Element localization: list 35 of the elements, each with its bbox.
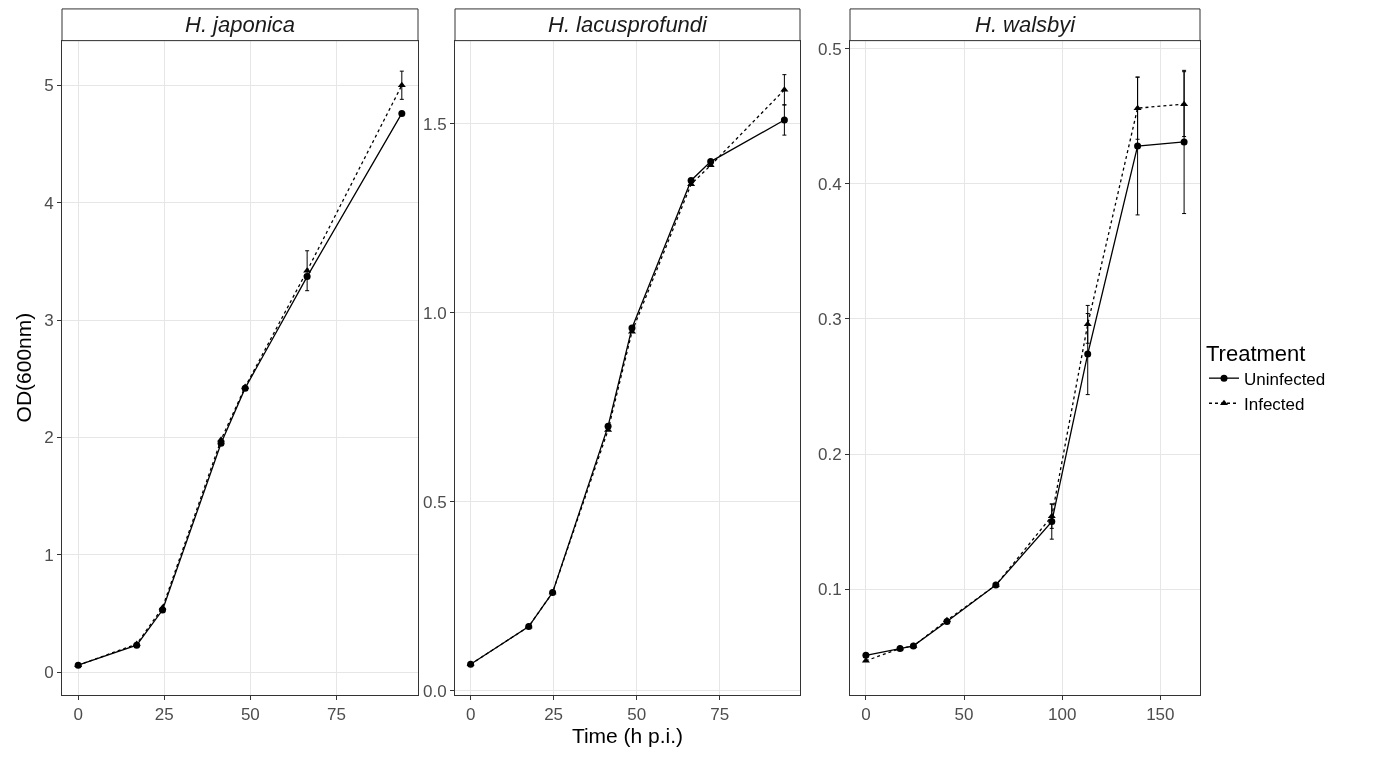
- y-tick-label: 0.5: [817, 39, 842, 59]
- y-tick-label: 0.2: [817, 445, 842, 464]
- x-tick-label: 50: [627, 704, 647, 724]
- legend-label: Uninfected: [1244, 369, 1326, 389]
- x-tick-label: 50: [240, 704, 260, 724]
- x-tick-label: 0: [861, 704, 871, 724]
- x-axis-title: Time (h p.i.): [571, 723, 684, 747]
- y-tick-label: 1.0: [422, 303, 447, 323]
- x-tick-label: 50: [954, 704, 974, 724]
- y-tick-label: 4: [44, 193, 54, 213]
- y-tick-label: 1.5: [422, 114, 447, 134]
- chart-title: H. japonica: [185, 12, 296, 37]
- y-tick-label: 1: [44, 545, 54, 565]
- x-tick-label: 0: [465, 704, 476, 724]
- y-tick-label: 0.1: [817, 580, 842, 600]
- x-tick-label: 75: [710, 704, 730, 724]
- x-tick-label: 25: [544, 704, 564, 724]
- x-tick-label: 25: [154, 704, 174, 724]
- chart-title: H. walsbyi: [975, 12, 1077, 37]
- y-tick-label: 2: [44, 428, 54, 448]
- y-axis-title: OD(600nm): [12, 312, 36, 423]
- chart-title: H. lacusprofundi: [548, 12, 709, 37]
- y-tick-label: 0.5: [422, 492, 447, 512]
- x-tick-label: 75: [326, 704, 346, 724]
- y-tick-label: 0.4: [817, 174, 842, 194]
- x-tick-label: 0: [73, 704, 83, 724]
- legend-label: Infected: [1244, 394, 1305, 414]
- x-tick-label: 100: [1048, 704, 1077, 724]
- y-tick-label: 0.0: [422, 681, 447, 701]
- legend-title: Treatment: [1206, 340, 1306, 366]
- x-tick-label: 150: [1146, 704, 1175, 724]
- y-tick-label: 0: [44, 663, 54, 683]
- y-tick-label: 0.3: [817, 309, 842, 329]
- y-tick-label: 3: [44, 310, 54, 330]
- y-tick-label: 5: [44, 76, 54, 96]
